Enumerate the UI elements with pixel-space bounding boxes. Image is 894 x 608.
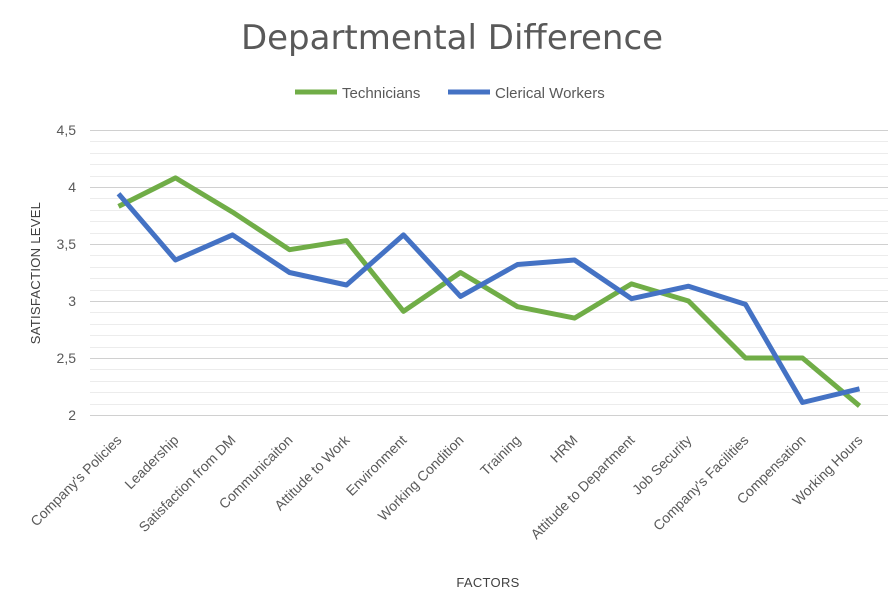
y-tick-label: 4 (68, 179, 76, 195)
y-tick-label: 4,5 (57, 122, 77, 138)
x-tick-label-leadership: Leadership (121, 432, 181, 492)
y-tick-label: 2 (68, 407, 76, 423)
y-axis-ticks: 2 2,5 3 3,5 4 4,5 (57, 122, 77, 423)
gridlines (90, 130, 888, 416)
legend-label-clerical-workers: Clerical Workers (495, 85, 605, 102)
x-tick-label-satisfaction-from-dm: Satisfaction from DM (135, 432, 238, 535)
y-tick-label: 3,5 (57, 236, 77, 252)
chart-title: Departmental Difference (241, 18, 663, 58)
y-tick-label: 2,5 (57, 350, 77, 366)
legend: Technicians Clerical Workers (295, 85, 605, 102)
x-tick-label-hrm: HRM (547, 432, 581, 466)
x-tick-label-company-s-policies: Company's Policies (27, 432, 124, 529)
x-tick-label-training: Training (477, 432, 524, 479)
y-tick-label: 3 (68, 293, 76, 309)
legend-label-technicians: Technicians (342, 85, 420, 102)
x-tick-label-company-s-facilities: Company's Facilities (650, 432, 752, 534)
y-axis-label: SATISFACTION LEVEL (28, 202, 43, 344)
x-axis-label: FACTORS (456, 575, 519, 590)
series-line-clerical-workers (116, 192, 861, 405)
x-tick-label-attitude-to-department: Attitude to Department (527, 432, 637, 542)
series-line-technicians (117, 175, 862, 408)
x-axis-ticks: Company's PoliciesLeadershipSatisfaction… (27, 431, 865, 542)
series-lines (116, 175, 862, 408)
